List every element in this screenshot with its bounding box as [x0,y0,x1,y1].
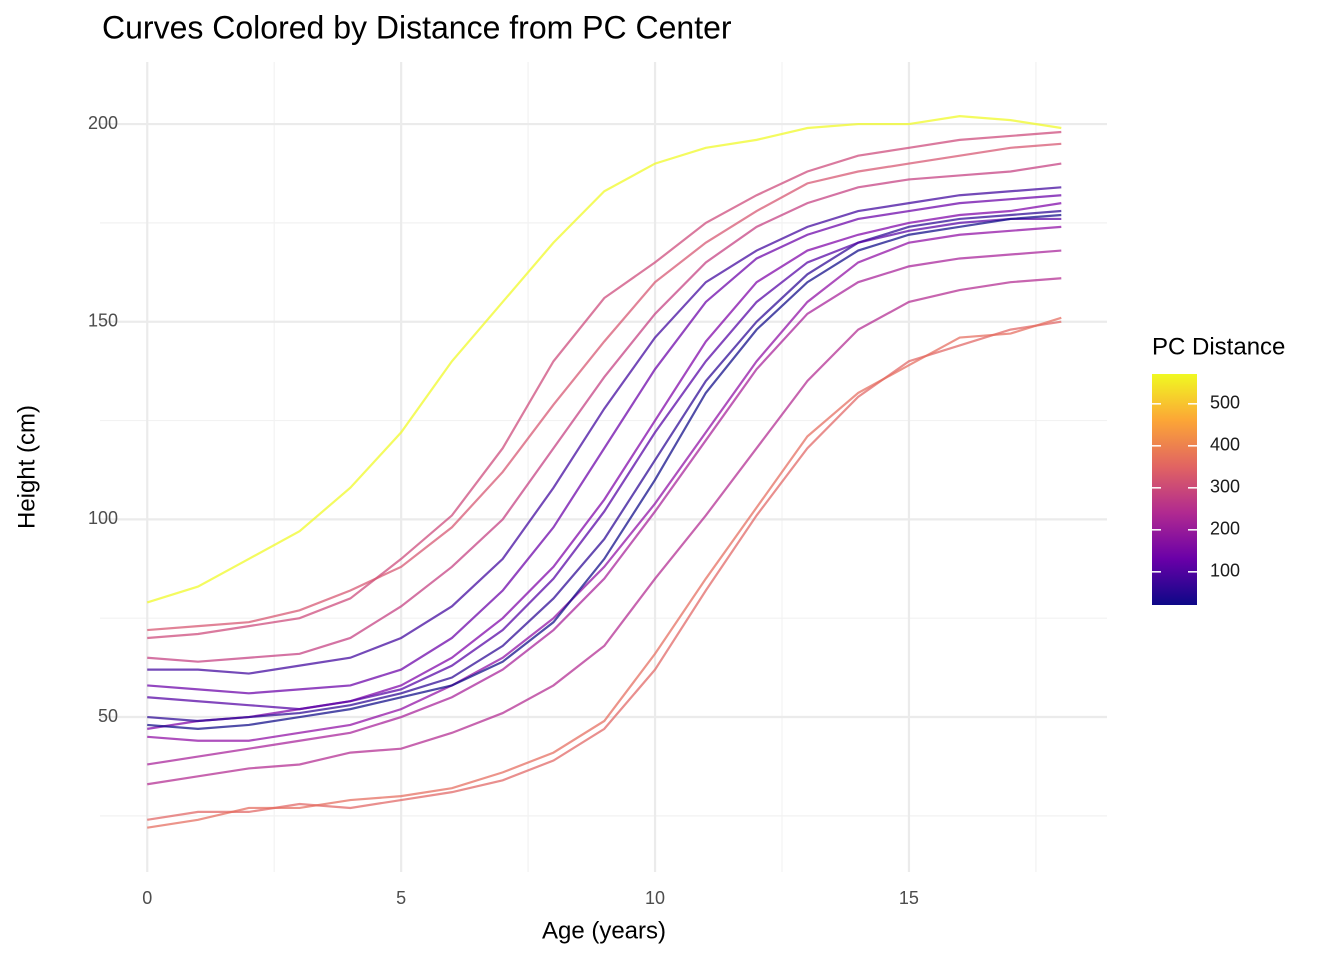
colorbar-label: 500 [1210,393,1240,413]
x-tick-label: 10 [645,888,665,908]
y-tick-label: 100 [88,508,118,528]
curve [147,194,1062,695]
y-tick-label: 150 [88,310,118,330]
curve [147,202,1062,730]
curve [147,249,1062,766]
y-tick-label: 200 [88,113,118,133]
curve [147,130,1062,640]
x-axis-label: Age (years) [542,917,666,944]
curve [147,142,1062,632]
curve [147,186,1062,675]
colorbar-label: 100 [1210,561,1240,581]
colorbar-label: 300 [1210,477,1240,497]
curve [146,115,1062,604]
curve [147,225,1062,742]
y-axis-label: Height (cm) [13,405,40,529]
curve [147,316,1062,829]
curve [147,162,1062,663]
curve [147,213,1062,730]
x-tick-label: 5 [396,888,406,908]
curve [147,217,1062,711]
colorbar-label: 200 [1210,519,1240,539]
legend-title: PC Distance [1152,333,1285,360]
colorbar-label: 400 [1210,435,1240,455]
colorbar [1152,374,1197,605]
chart-title: Curves Colored by Distance from PC Cente… [102,9,732,45]
x-tick-label: 15 [899,888,919,908]
curve [147,320,1062,821]
x-tick-label: 0 [142,888,152,908]
curve [147,209,1062,723]
curve [147,277,1062,786]
y-tick-label: 50 [98,706,118,726]
